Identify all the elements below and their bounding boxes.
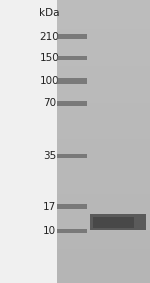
Text: 70: 70: [43, 98, 56, 108]
Text: 35: 35: [43, 151, 56, 161]
Bar: [57, 229, 87, 233]
Text: 10: 10: [43, 226, 56, 236]
Text: kDa: kDa: [39, 8, 60, 18]
Text: 100: 100: [40, 76, 59, 86]
Bar: [57, 34, 87, 39]
Bar: [90, 215, 146, 230]
Bar: [57, 101, 87, 106]
Bar: [57, 204, 87, 209]
Bar: [57, 153, 87, 158]
Text: 210: 210: [40, 32, 59, 42]
Bar: [57, 56, 87, 60]
Text: 17: 17: [43, 201, 56, 212]
Bar: [57, 0, 150, 283]
Text: 150: 150: [40, 53, 59, 63]
Bar: [93, 217, 134, 228]
Bar: [57, 78, 87, 84]
Bar: [0, 0, 57, 283]
